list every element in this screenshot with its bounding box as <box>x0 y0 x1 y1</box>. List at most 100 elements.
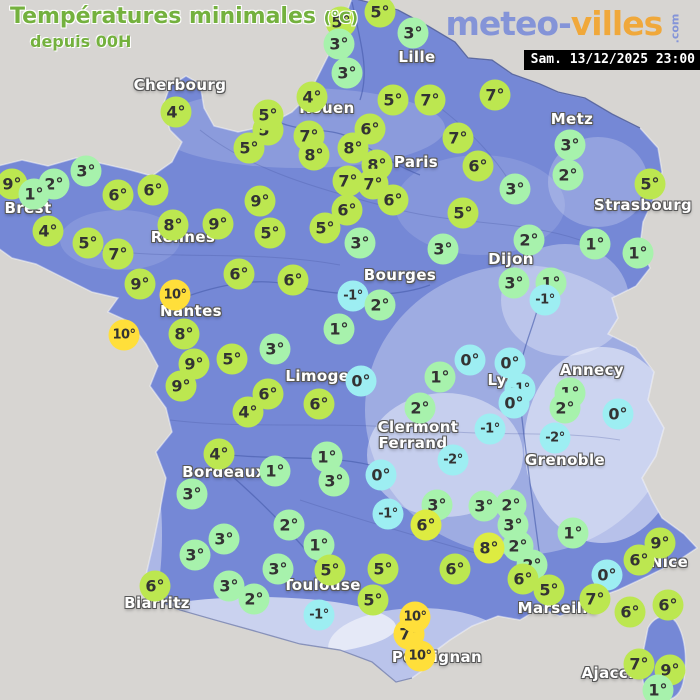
temp-bubble[interactable]: 6° <box>377 184 409 216</box>
temp-bubble[interactable]: 8° <box>473 532 505 564</box>
temp-bubble[interactable]: 0° <box>602 398 634 430</box>
temp-bubble[interactable]: 10° <box>404 640 436 672</box>
temp-bubble[interactable]: 3° <box>468 490 500 522</box>
temp-bubble[interactable]: 5° <box>314 554 346 586</box>
temp-bubble[interactable]: 2° <box>238 583 270 615</box>
temp-bubble[interactable]: 2° <box>273 509 305 541</box>
temp-bubble[interactable]: 6° <box>223 258 255 290</box>
meteo-villes-logo[interactable]: meteo-villes .com <box>446 4 691 43</box>
temp-bubble[interactable]: 7° <box>442 122 474 154</box>
temp-bubble[interactable]: 10° <box>108 319 140 351</box>
temp-bubble[interactable]: 1° <box>642 674 674 700</box>
temp-bubble[interactable]: 6° <box>137 174 169 206</box>
temp-bubble[interactable]: 2° <box>552 159 584 191</box>
temp-bubble[interactable]: 4° <box>32 215 64 247</box>
temp-bubble[interactable]: 1° <box>622 237 654 269</box>
city-label-dijon[interactable]: Dijon <box>488 250 534 268</box>
temp-bubble[interactable]: 3° <box>397 17 429 49</box>
city-label-bordeaux[interactable]: Bordeaux <box>182 463 266 481</box>
temp-bubble[interactable]: 0° <box>494 347 526 379</box>
city-label-clermont[interactable]: Clermont <box>377 418 459 436</box>
temp-bubble[interactable]: 5° <box>533 574 565 606</box>
temp-bubble[interactable]: 9° <box>654 654 686 686</box>
temp-bubble[interactable]: 6° <box>139 570 171 602</box>
temp-bubble[interactable]: 6° <box>507 563 539 595</box>
temp-bubble[interactable]: 7° <box>332 165 364 197</box>
temp-bubble[interactable]: 5° <box>309 212 341 244</box>
temp-bubble[interactable]: 6° <box>614 596 646 628</box>
temp-bubble[interactable]: 3° <box>262 553 294 585</box>
temp-bubble[interactable]: 6° <box>410 509 442 541</box>
city-label-metz[interactable]: Metz <box>550 110 594 128</box>
temp-bubble[interactable]: 9° <box>124 268 156 300</box>
temp-bubble[interactable]: -2° <box>539 422 571 454</box>
temp-bubble[interactable]: 3° <box>208 523 240 555</box>
city-label-paris[interactable]: Paris <box>393 153 439 171</box>
temp-bubble[interactable]: 5° <box>254 217 286 249</box>
temp-bubble[interactable]: 6° <box>462 150 494 182</box>
temp-bubble[interactable]: 9° <box>244 185 276 217</box>
temp-bubble[interactable]: 4° <box>203 438 235 470</box>
temp-bubble[interactable]: 5° <box>357 584 389 616</box>
temp-bubble[interactable]: 1° <box>323 313 355 345</box>
temp-bubble[interactable]: 6° <box>102 179 134 211</box>
city-label-lille[interactable]: Lille <box>398 48 436 66</box>
temp-bubble[interactable]: 5° <box>367 553 399 585</box>
city-label-biarritz[interactable]: Biarritz <box>124 594 190 612</box>
temp-bubble[interactable]: -1° <box>337 280 369 312</box>
temp-bubble[interactable]: 3° <box>344 227 376 259</box>
temp-bubble[interactable]: 8° <box>298 139 330 171</box>
temp-bubble[interactable]: 7° <box>579 583 611 615</box>
temp-bubble[interactable]: 5° <box>72 227 104 259</box>
temp-bubble[interactable]: 0° <box>454 344 486 376</box>
temp-bubble[interactable]: 6° <box>439 553 471 585</box>
temp-bubble[interactable]: 6° <box>277 264 309 296</box>
temp-bubble[interactable]: 7° <box>479 79 511 111</box>
temp-bubble[interactable]: 6° <box>303 388 335 420</box>
temp-bubble[interactable]: 4° <box>160 96 192 128</box>
city-label-limoges[interactable]: Limoges <box>285 367 359 385</box>
temp-bubble[interactable]: 5° <box>377 84 409 116</box>
temp-bubble[interactable]: 7° <box>623 648 655 680</box>
temp-bubble[interactable]: -1° <box>303 599 335 631</box>
temp-bubble[interactable]: 3° <box>259 333 291 365</box>
city-label-annecy[interactable]: Annecy <box>559 361 625 379</box>
city-label-bourges[interactable]: Bourges <box>363 266 437 284</box>
temp-bubble[interactable]: 0° <box>345 365 377 397</box>
city-label-cherbourg[interactable]: Cherbourg <box>133 76 227 94</box>
temp-bubble[interactable]: 0° <box>498 387 530 419</box>
temp-bubble[interactable]: 3° <box>427 233 459 265</box>
temp-bubble[interactable]: 3° <box>176 478 208 510</box>
temp-bubble[interactable]: 5° <box>634 168 666 200</box>
city-label-grenoble[interactable]: Grenoble <box>524 451 606 469</box>
temp-bubble[interactable]: 7° <box>102 238 134 270</box>
temp-bubble[interactable]: 1° <box>579 228 611 260</box>
temp-bubble[interactable]: 10° <box>159 279 191 311</box>
temp-bubble[interactable]: 2° <box>549 392 581 424</box>
temp-bubble[interactable]: 3° <box>179 539 211 571</box>
temp-bubble[interactable]: 3° <box>318 465 350 497</box>
temp-bubble[interactable]: 5° <box>216 343 248 375</box>
temp-bubble[interactable]: 8° <box>168 318 200 350</box>
temp-bubble[interactable]: 3° <box>499 173 531 205</box>
temp-bubble[interactable]: 3° <box>554 129 586 161</box>
temp-bubble[interactable]: -2° <box>437 444 469 476</box>
temp-bubble[interactable]: 2° <box>513 224 545 256</box>
temp-bubble[interactable]: 2° <box>364 289 396 321</box>
temp-bubble[interactable]: 3° <box>213 570 245 602</box>
temp-bubble[interactable]: 1° <box>424 361 456 393</box>
temp-bubble[interactable]: 4° <box>232 396 264 428</box>
temp-bubble[interactable]: -1° <box>474 413 506 445</box>
temp-bubble[interactable]: 5° <box>364 0 396 28</box>
temp-bubble[interactable]: 5° <box>233 132 265 164</box>
temp-bubble[interactable]: 0° <box>365 459 397 491</box>
temp-bubble[interactable]: 3° <box>331 57 363 89</box>
temp-bubble[interactable]: -1° <box>372 498 404 530</box>
city-label-ferrand[interactable]: Ferrand <box>378 434 448 452</box>
city-label-marseille[interactable]: Marseille <box>517 599 599 617</box>
temp-bubble[interactable]: -1° <box>529 284 561 316</box>
temp-bubble[interactable]: 8° <box>157 209 189 241</box>
city-label-strasbourg[interactable]: Strasbourg <box>593 196 693 214</box>
temp-bubble[interactable]: 1° <box>259 455 291 487</box>
temp-bubble[interactable]: 3° <box>498 267 530 299</box>
